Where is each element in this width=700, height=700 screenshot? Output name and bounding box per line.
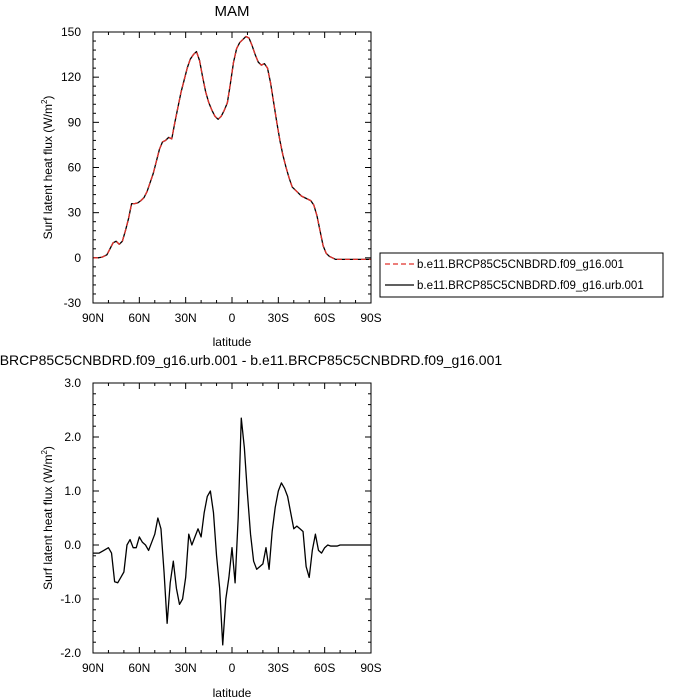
bottom-x-tick-label: 60N bbox=[128, 661, 150, 675]
bottom-y-axis-label-close: ) bbox=[41, 446, 55, 450]
top-x-tick-label: 60S bbox=[314, 311, 335, 325]
top-y-axis-label-text: Surf latent heat flux (W/m bbox=[41, 104, 55, 239]
bottom-axis-ticks bbox=[92, 382, 372, 654]
bottom-y-tick-label: -2.0 bbox=[60, 646, 81, 660]
bottom-series bbox=[93, 417, 371, 646]
top-x-axis-label: latitude bbox=[213, 335, 252, 349]
bottom-y-axis-label-text: Surf latent heat flux (W/m bbox=[41, 455, 55, 590]
bottom-y-axis-label-sup: 2 bbox=[40, 450, 49, 455]
bottom-y-tick-label: -1.0 bbox=[60, 592, 81, 606]
bottom-x-tick-label: 90S bbox=[360, 661, 381, 675]
legend-label-series-2: b.e11.BRCP85C5CNBDRD.f09_g16.urb.001 bbox=[417, 280, 644, 292]
top-y-tick-label: 90 bbox=[68, 115, 82, 129]
top-plot-frame bbox=[92, 31, 372, 304]
bottom-x-tick-label: 0 bbox=[229, 661, 236, 675]
legend-box bbox=[379, 252, 664, 298]
bottom-y-axis-label: Surf latent heat flux (W/m2) bbox=[40, 446, 55, 590]
top-y-tick-label: 150 bbox=[61, 25, 81, 39]
top-x-tick-label: 60N bbox=[128, 311, 150, 325]
top-y-tick-label: 60 bbox=[68, 161, 82, 175]
bottom-chart-panel: b.e11.BRCP85C5CNBDRD.f09_g16.urb.001 - b… bbox=[0, 352, 502, 700]
legend-label-series-1: b.e11.BRCP85C5CNBDRD.f09_g16.001 bbox=[417, 259, 624, 271]
bottom-x-axis-label: latitude bbox=[213, 686, 252, 700]
bottom-y-tick-label: 3.0 bbox=[64, 376, 81, 390]
top-x-tick-label: 30S bbox=[268, 311, 289, 325]
bottom-y-tick-label: 0.0 bbox=[64, 538, 81, 552]
top-x-tick-label: 30N bbox=[175, 311, 197, 325]
bottom-x-tick-label: 30N bbox=[175, 661, 197, 675]
bottom-chart-title: b.e11.BRCP85C5CNBDRD.f09_g16.urb.001 - b… bbox=[0, 352, 502, 368]
top-y-tick-label: 30 bbox=[68, 206, 82, 220]
top-y-tick-label: 0 bbox=[74, 251, 81, 265]
top-y-axis-label: Surf latent heat flux (W/m2) bbox=[40, 96, 55, 240]
bottom-x-tick-label: 30S bbox=[268, 661, 289, 675]
bottom-plot-frame bbox=[92, 382, 372, 654]
top-x-tick-label: 0 bbox=[229, 311, 236, 325]
top-y-tick-label: 120 bbox=[61, 70, 81, 84]
svg-text:Surf latent heat flux (W/m2): Surf latent heat flux (W/m2) bbox=[40, 446, 55, 590]
top-series bbox=[93, 35, 371, 260]
top-series-1-line bbox=[93, 35, 371, 260]
top-y-axis-label-sup: 2 bbox=[40, 99, 49, 104]
svg-text:Surf latent heat flux (W/m2): Surf latent heat flux (W/m2) bbox=[40, 96, 55, 240]
top-tick-labels: 90N 60N 30N 0 30S 60S 90S -30 0 30 60 90 120 150 bbox=[61, 25, 382, 325]
top-y-axis-label-close: ) bbox=[41, 96, 55, 100]
bottom-y-tick-label: 2.0 bbox=[64, 430, 81, 444]
legend: b.e11.BRCP85C5CNBDRD.f09_g16.001 b.e11.B… bbox=[379, 252, 664, 298]
top-x-tick-label: 90N bbox=[82, 311, 104, 325]
bottom-x-tick-label: 60S bbox=[314, 661, 335, 675]
top-chart-panel: MAM Surf latent heat flux (W/m2) latitud… bbox=[40, 3, 382, 349]
bottom-series-1-line bbox=[93, 417, 371, 646]
bottom-tick-labels: 90N 60N 30N 0 30S 60S 90S -2.0 -1.0 0.0 1.0 2.0 3.0 bbox=[60, 376, 381, 675]
bottom-x-tick-label: 90N bbox=[82, 661, 104, 675]
bottom-y-tick-label: 1.0 bbox=[64, 484, 81, 498]
top-x-tick-label: 90S bbox=[360, 311, 381, 325]
top-y-tick-label: -30 bbox=[64, 296, 82, 310]
top-chart-title: MAM bbox=[215, 3, 250, 20]
